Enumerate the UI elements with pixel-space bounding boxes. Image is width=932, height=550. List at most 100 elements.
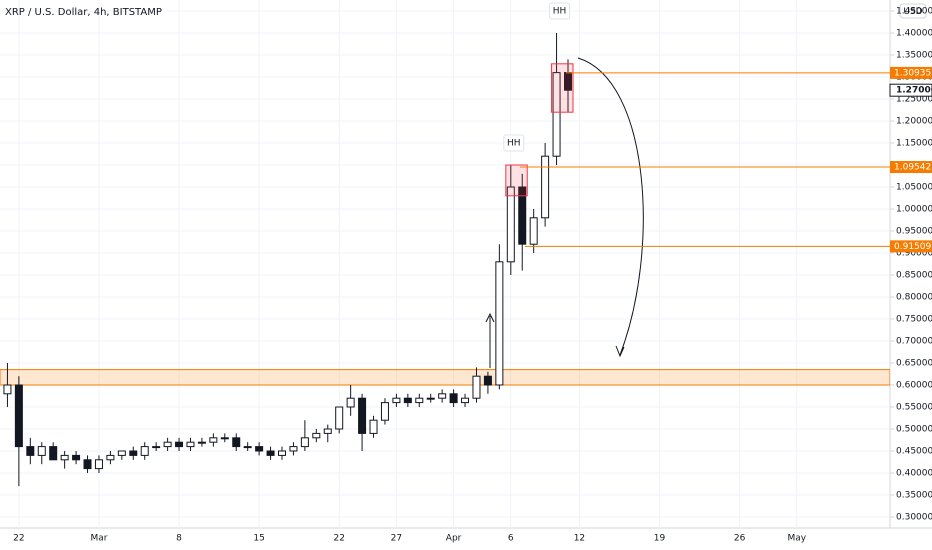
candle-body	[3, 384, 12, 395]
candle-body	[518, 186, 527, 245]
candle-body	[117, 450, 126, 456]
candle-body	[472, 375, 481, 399]
x-tick-label: 26	[734, 534, 746, 544]
candle-body	[483, 375, 492, 386]
candle-body	[552, 72, 561, 157]
level-label: 0.91509	[894, 242, 931, 252]
y-tick-label: 0.95000	[896, 227, 932, 237]
candle-body	[415, 397, 424, 404]
y-tick-label: 0.55000	[896, 403, 932, 413]
last-price-tag	[889, 83, 932, 97]
x-tick-label: Mar	[90, 534, 107, 544]
y-tick-label: 0.85000	[896, 271, 932, 281]
candle-body	[94, 459, 103, 470]
candle-body	[380, 402, 389, 421]
x-tick-label: 15	[253, 534, 264, 544]
candle-body	[49, 446, 58, 461]
candle-body	[14, 384, 23, 448]
y-tick-label: 1.20000	[896, 117, 932, 127]
candle-body	[220, 437, 229, 440]
candle-body	[129, 450, 138, 456]
x-tick-label: May	[787, 534, 806, 544]
y-tick-label: 0.50000	[896, 425, 932, 435]
annotation-box	[549, 2, 571, 20]
x-tick-label: 6	[508, 534, 514, 544]
candle-body	[197, 441, 206, 444]
candle-body	[541, 155, 550, 219]
x-tick-label: 12	[574, 534, 585, 544]
candle-body	[83, 459, 92, 470]
candle-body	[266, 450, 275, 456]
candle-body	[335, 406, 344, 430]
candle-body	[323, 428, 332, 434]
x-tick-label: 27	[391, 534, 402, 544]
candle-body	[392, 397, 401, 404]
level-tag	[890, 161, 932, 174]
candle-body	[426, 397, 435, 400]
y-tick-label: 0.75000	[896, 315, 932, 325]
y-tick-label: 1.45000	[896, 7, 932, 17]
currency[interactable]: USD	[903, 7, 922, 17]
y-tick-label: 1.05000	[896, 183, 932, 193]
candle-body	[163, 441, 172, 448]
candle-body	[37, 446, 46, 456]
annotation: HH	[553, 7, 567, 17]
candle-body	[243, 446, 252, 449]
currency-box[interactable]	[899, 3, 927, 19]
candle-body	[60, 454, 69, 461]
candle-body	[529, 217, 538, 245]
level-tag	[890, 66, 932, 79]
y-tick-label: 1.15000	[896, 139, 932, 149]
y-tick-label: 1.35000	[896, 51, 932, 61]
plot	[0, 0, 890, 528]
y-tick-label: 1.00000	[896, 205, 932, 215]
y-tick-label: 1.40000	[896, 29, 932, 39]
level-label: 1.09542	[894, 163, 931, 173]
y-tick-label: 0.45000	[896, 447, 932, 457]
highlight-box	[551, 63, 574, 113]
x-tick-label: 19	[654, 534, 666, 544]
chart-title: XRP / U.S. Dollar, 4h, BITSTAMP	[5, 7, 162, 18]
support-zone	[0, 369, 890, 386]
annotation-box	[503, 134, 525, 152]
candle-body	[232, 437, 241, 448]
candle-body	[140, 446, 149, 456]
candle-body	[255, 446, 264, 452]
candle-body	[346, 397, 355, 408]
candle-body	[289, 446, 298, 452]
candle-body	[278, 450, 286, 456]
level-label: 1.30935	[894, 68, 931, 78]
candle-body	[449, 393, 458, 404]
candle-body	[26, 446, 35, 456]
y-tick-label: 0.30000	[896, 513, 932, 523]
candle-body	[438, 393, 447, 399]
last-price-label: 1.27000	[896, 86, 932, 96]
y-tick-label: 0.40000	[896, 469, 932, 479]
candle-body	[369, 419, 378, 434]
y-tick-label: 0.90000	[896, 249, 932, 259]
y-tick-label: 0.60000	[896, 381, 932, 391]
candle-body	[186, 441, 195, 448]
arrow	[577, 57, 644, 358]
candle-body	[300, 437, 309, 448]
candle-body	[495, 261, 504, 386]
x-tick-label: 22	[13, 534, 24, 544]
y-tick-label: 1.25000	[896, 95, 932, 105]
candle-body	[209, 437, 218, 443]
y-tick-label: 0.65000	[896, 359, 932, 369]
candle-body	[403, 397, 412, 404]
candle-body	[506, 186, 515, 263]
arrow	[485, 312, 495, 368]
candle-body	[358, 397, 367, 434]
candle-body	[152, 446, 161, 449]
highlight-box	[505, 164, 528, 197]
x-tick-label: 8	[176, 534, 182, 544]
candle-body	[72, 454, 81, 461]
level-tag	[890, 240, 932, 253]
candle-body	[312, 432, 321, 439]
candle-body	[106, 454, 115, 461]
candle-body	[175, 441, 184, 448]
x-tick-label: 22	[333, 534, 344, 544]
annotation: HH	[507, 139, 521, 149]
x-tick-label: Apr	[446, 534, 462, 544]
